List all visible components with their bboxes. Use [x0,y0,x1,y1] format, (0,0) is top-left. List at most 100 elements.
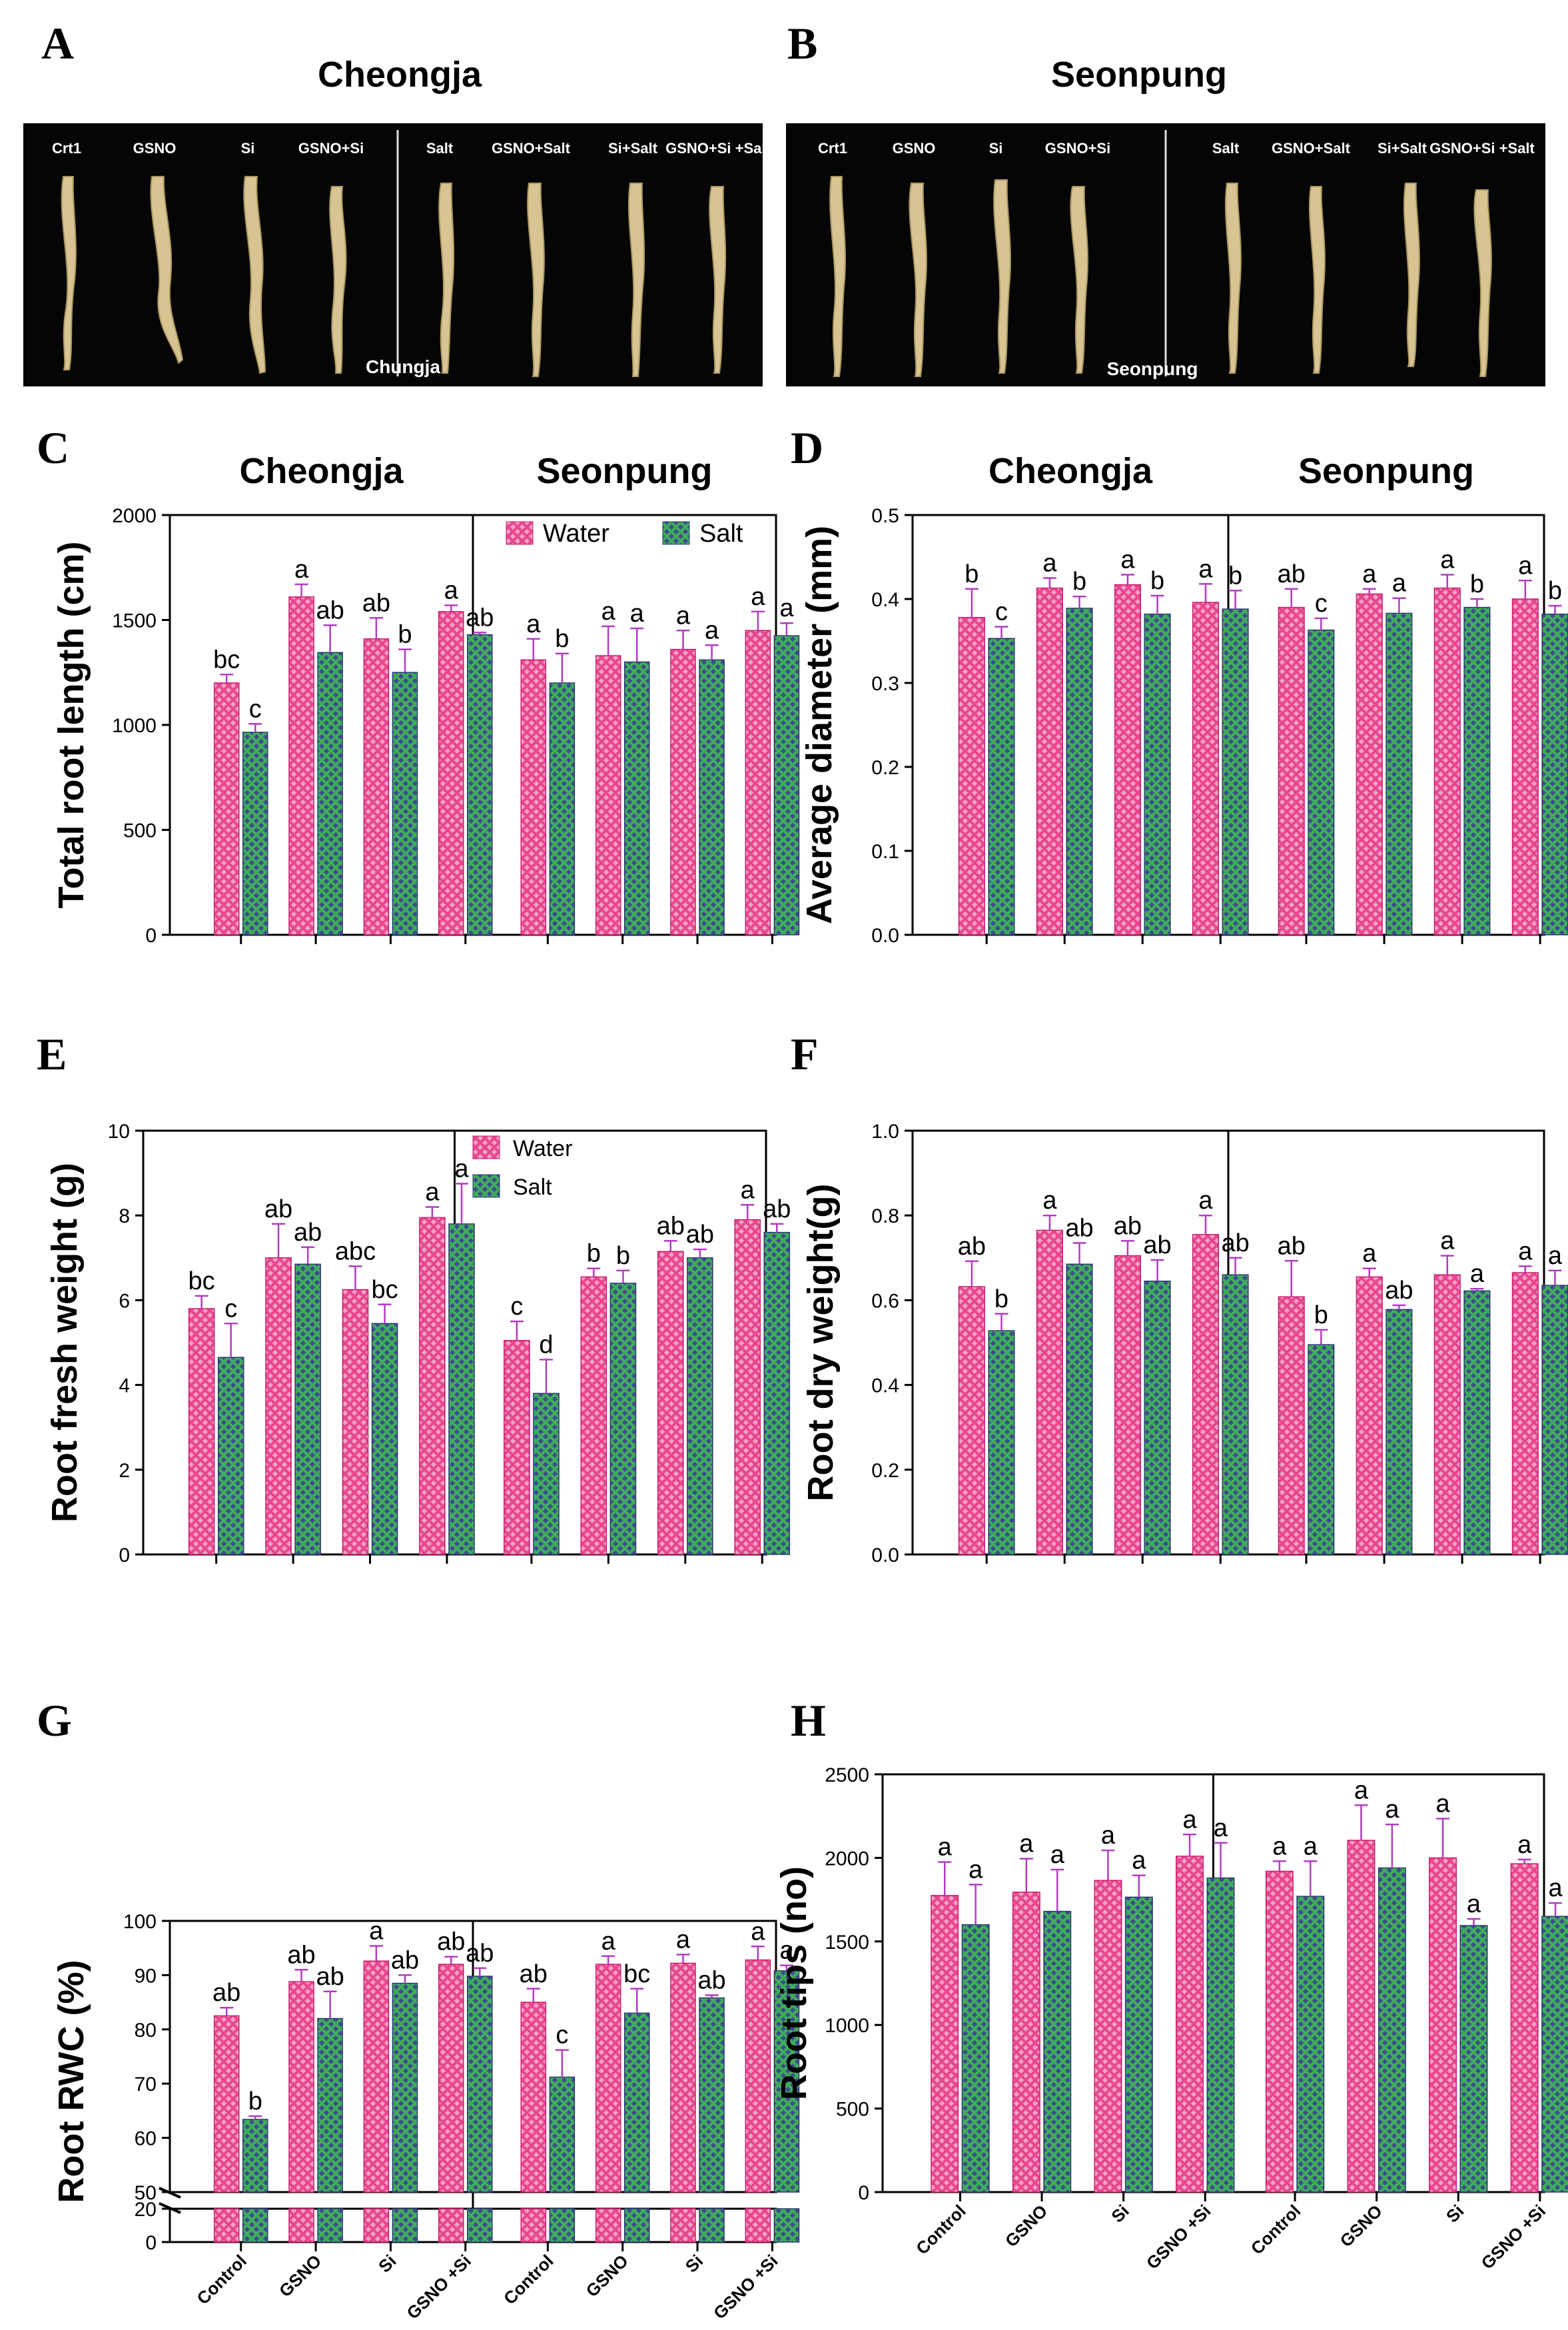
significance-letter-g: ab [212,1979,240,2007]
y-tick-label-h: 2500 [825,1764,869,1786]
salt-bar-e [371,1323,398,1555]
panel-label-d: D [791,422,823,473]
significance-letter-c: b [555,625,569,653]
salt-bar-e [763,1231,791,1555]
photo-a-label-7: Si+Salt [608,140,658,157]
salt-bar-lower-g [623,2208,650,2243]
y-tick-label-f: 0.8 [871,1205,899,1227]
significance-letter-e: a [454,1155,469,1183]
significance-letter-f: ab [1278,1232,1306,1260]
group-title-seonpung-c: Seonpung [537,451,713,491]
root-b-8 [1473,189,1492,377]
group-title-cheongja-c: Cheongja [239,451,404,491]
water-bar-g [213,2015,240,2193]
significance-letter-d: b [1150,567,1164,595]
significance-letter-c: a [601,598,616,626]
salt-bar-d [988,638,1015,935]
salt-bar-lower-g [549,2208,576,2243]
water-bar-f [1278,1296,1305,1555]
significance-letter-e: a [425,1178,440,1206]
significance-letter-h: a [1549,1874,1563,1902]
x-category-label-h: Si [1442,2201,1468,2227]
significance-letter-h: a [1385,1796,1399,1824]
salt-bar-h [1459,1925,1488,2193]
water-bar-f [1114,1255,1142,1555]
y-tick-label-d: 0.0 [871,925,899,947]
significance-letter-d: a [1518,552,1533,580]
significance-letter-g: ab [437,1928,465,1956]
salt-bar-lower-g [317,2208,343,2243]
water-bar-c [595,655,621,935]
root-images-a [61,176,727,377]
legend-swatch-salt-e [472,1174,500,1198]
water-bar-d [1356,593,1383,935]
y-tick-label-g: 100 [123,1911,157,1933]
salt-bar-d [1222,608,1249,935]
water-bar-h [1176,1856,1204,2193]
y-tick-label-h: 500 [836,2099,869,2121]
water-bar-lower-g [520,2208,547,2243]
salt-bar-c [623,661,650,935]
significance-letter-c: a [779,594,794,622]
significance-letter-c: a [294,556,309,584]
y-axis-label-d: Average diameter (mm) [799,526,839,924]
salt-bar-e [687,1257,713,1555]
water-bar-g [670,1962,696,2193]
salt-bar-f [1308,1344,1335,1555]
y-tick-label-d: 0.5 [871,505,899,527]
water-bar-e [580,1276,607,1555]
significance-letter-f: b [994,1285,1008,1313]
salt-bar-h [961,1924,990,2193]
root-images-b [829,176,1492,377]
legend-swatch-water-e [472,1135,500,1159]
salt-bar-e [533,1393,560,1555]
significance-letter-g: a [751,1918,765,1946]
significance-letter-g: a [601,1928,616,1956]
legend-swatch-water-c [506,521,534,545]
x-category-label-g: Si [681,2251,707,2277]
salt-bar-d [1541,613,1568,935]
root-b-5 [1224,183,1242,374]
significance-letter-g: a [779,1937,794,1965]
panel-label-a: A [41,18,74,69]
significance-letter-f: ab [1114,1212,1142,1240]
salt-bar-d [1308,629,1335,935]
significance-letter-h: a [1517,1831,1532,1859]
legend-swatch-salt-c [662,521,690,545]
significance-letter-d: c [995,598,1008,626]
salt-bar-f [1385,1309,1413,1555]
water-bar-f [1192,1234,1220,1555]
significance-letter-f: a [1440,1227,1455,1255]
significance-letter-c: a [676,602,691,630]
panel-label-e: E [37,1029,67,1079]
y-axis-label-c: Total root length (cm) [51,542,91,909]
salt-bar-e [217,1357,244,1555]
salt-bar-h [1206,1877,1235,2193]
y-tick-label-g: 80 [135,2020,157,2041]
salt-bar-c [242,732,268,935]
significance-letter-d: a [1362,560,1377,588]
group-title-seonpung-d: Seonpung [1298,451,1474,491]
salt-bar-g [392,1982,418,2193]
significance-letter-g: ab [697,1967,725,1995]
root-b-2 [909,183,927,377]
water-bar-lower-g [213,2208,240,2243]
water-bar-h [1094,1880,1122,2193]
significance-letter-h: a [1019,1830,1034,1858]
significance-letter-e: ab [264,1195,292,1223]
chart-panel-c: C Cheongja Seonpung Total root length (cm) 0… [37,422,800,947]
y-tick-label-g: 70 [135,2073,157,2095]
y-tick-label-e: 0 [119,1544,130,1566]
water-bar-d [1278,606,1305,935]
significance-letter-g: c [556,2022,568,2049]
salt-bar-g [242,2119,268,2193]
salt-bar-h [1377,1867,1406,2193]
water-bar-f [958,1286,985,1555]
y-tick-label-c: 0 [145,925,157,947]
y-axis-label-f: Root dry weight(g) [801,1184,841,1502]
photo-a-label-5: Salt [426,140,454,157]
salt-bar-c [773,635,800,935]
root-a-1 [61,176,77,370]
water-bar-g [745,1959,771,2193]
